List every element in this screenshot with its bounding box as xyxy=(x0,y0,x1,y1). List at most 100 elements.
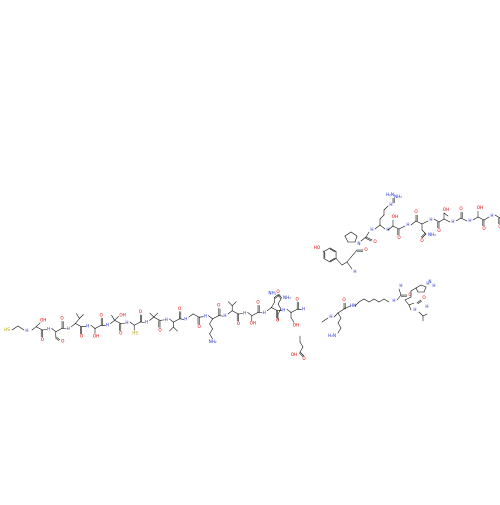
bond xyxy=(329,248,336,253)
bond xyxy=(231,310,239,315)
atom-label-o: O xyxy=(100,312,104,317)
bond xyxy=(81,326,87,328)
bond xyxy=(337,322,342,329)
bond xyxy=(79,314,84,319)
bond xyxy=(76,313,80,319)
bond xyxy=(277,303,282,310)
bond xyxy=(290,308,298,313)
atom-label-oh: OH xyxy=(40,318,46,323)
atom-label-o: O xyxy=(276,289,280,294)
atom-label-h2n: H₂N xyxy=(328,333,336,338)
bond xyxy=(358,298,365,303)
bond xyxy=(271,302,275,308)
atom-label-nh: H xyxy=(329,314,332,319)
bond xyxy=(114,320,122,324)
atom-label-hs: HS xyxy=(132,330,138,335)
bond xyxy=(277,308,282,315)
atom-label-o: O xyxy=(296,296,300,301)
atom-label-o: O xyxy=(217,303,221,308)
bond xyxy=(398,225,406,230)
atom-label-oh: OH xyxy=(119,312,125,317)
atom-label-nh: H xyxy=(165,317,168,322)
bond xyxy=(277,294,282,300)
bond xyxy=(266,307,272,312)
atom-label-o: O xyxy=(237,321,241,326)
atom-label-o: O xyxy=(119,331,123,336)
bond xyxy=(421,233,427,239)
atom-label-nh: H xyxy=(125,320,128,325)
atom-label-nh: H xyxy=(25,328,28,333)
atom-label-nh: H xyxy=(468,218,471,223)
atom-label-h: H xyxy=(426,281,429,286)
bond xyxy=(209,318,213,325)
atom-label-nh: H xyxy=(413,307,416,312)
bond xyxy=(418,311,424,317)
bond xyxy=(321,317,329,323)
atom-label-oh: OH xyxy=(293,323,299,328)
atom-label-nh: H xyxy=(406,222,409,227)
bond xyxy=(392,225,400,230)
bond xyxy=(271,307,278,312)
bond xyxy=(410,287,417,292)
atom-label-oh: OH xyxy=(477,205,483,210)
bond xyxy=(415,287,419,293)
atom-label-o: O xyxy=(397,235,401,240)
bond xyxy=(188,313,194,318)
bond xyxy=(153,316,161,321)
bond xyxy=(227,310,233,315)
bond xyxy=(169,326,174,332)
bond xyxy=(337,317,342,324)
bond xyxy=(299,351,305,357)
bond xyxy=(209,333,213,340)
bond xyxy=(398,288,402,296)
bond xyxy=(416,299,422,304)
atom-label-nh: H xyxy=(302,307,305,312)
bond xyxy=(75,318,80,324)
bond xyxy=(383,205,389,211)
bond xyxy=(55,336,61,340)
bond xyxy=(346,249,358,263)
bond xyxy=(455,217,462,222)
bond xyxy=(333,312,339,318)
bond xyxy=(344,235,349,243)
bond xyxy=(420,284,427,288)
bond xyxy=(415,220,423,225)
bond xyxy=(192,313,200,318)
atom-label-nh: H xyxy=(223,313,226,318)
bond xyxy=(396,294,402,301)
atom-label-nh: H xyxy=(106,323,109,328)
atom-label-o: O xyxy=(80,334,84,339)
bond xyxy=(277,310,283,312)
bond xyxy=(337,308,345,314)
atom-label-o: O xyxy=(158,327,162,332)
bond xyxy=(140,321,145,323)
bond xyxy=(251,312,259,316)
atom-label-oh: OH xyxy=(93,334,99,339)
bond xyxy=(417,300,422,305)
atom-label-o: O xyxy=(414,209,418,214)
bond xyxy=(149,316,155,321)
bond xyxy=(278,294,283,299)
bond xyxy=(404,296,412,301)
bond xyxy=(100,324,106,326)
bond xyxy=(421,229,427,235)
bond xyxy=(173,326,178,332)
atom-label-n: N xyxy=(428,279,431,284)
bond xyxy=(208,315,213,320)
bond xyxy=(51,328,57,332)
atom-label-nh2: NH₂ xyxy=(283,295,291,300)
bond xyxy=(483,216,490,221)
bond xyxy=(387,225,394,231)
atom-label-nh: H xyxy=(386,227,389,232)
atom-label-nh: H xyxy=(451,219,454,224)
bond xyxy=(373,298,380,303)
bond xyxy=(110,320,115,324)
bond xyxy=(35,326,43,331)
bond xyxy=(415,284,422,289)
atom-label-nh2: NH₂ xyxy=(268,291,276,296)
atom-label-nh: H xyxy=(145,320,148,325)
bond xyxy=(472,216,479,221)
atom-label-nh: H xyxy=(490,213,493,218)
atom-label-nh: H xyxy=(353,269,356,274)
